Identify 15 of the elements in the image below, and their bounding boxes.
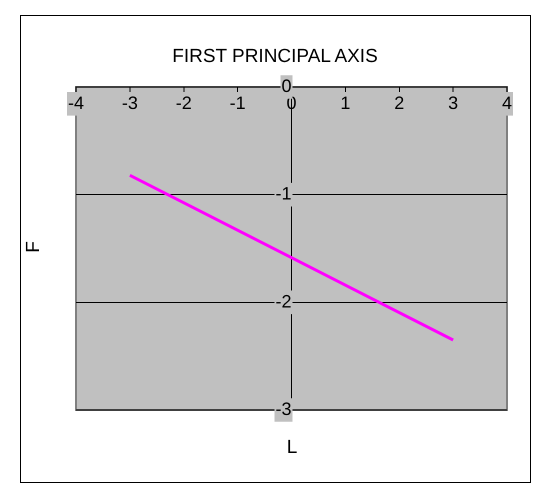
x-tick-label: 2 (394, 92, 404, 113)
x-tick-label: -1 (230, 92, 246, 113)
x-tick-label: -3 (122, 92, 138, 113)
x-tick-label: 1 (340, 92, 350, 113)
y-tick-label: -2 (275, 291, 292, 312)
x-tick-label: 4 (502, 92, 512, 113)
y-axis-title: F (22, 241, 45, 253)
x-tick-label: -4 (68, 92, 84, 113)
chart-title: FIRST PRINCIPAL AXIS (171, 46, 379, 68)
x-tick-label: 3 (448, 92, 458, 113)
y-tick-label: -3 (275, 398, 292, 419)
y-tick-label: -1 (275, 184, 292, 204)
x-axis-title: L (286, 437, 298, 459)
x-tick-label: -2 (176, 92, 192, 113)
y-tick-label: 0 (281, 76, 292, 96)
